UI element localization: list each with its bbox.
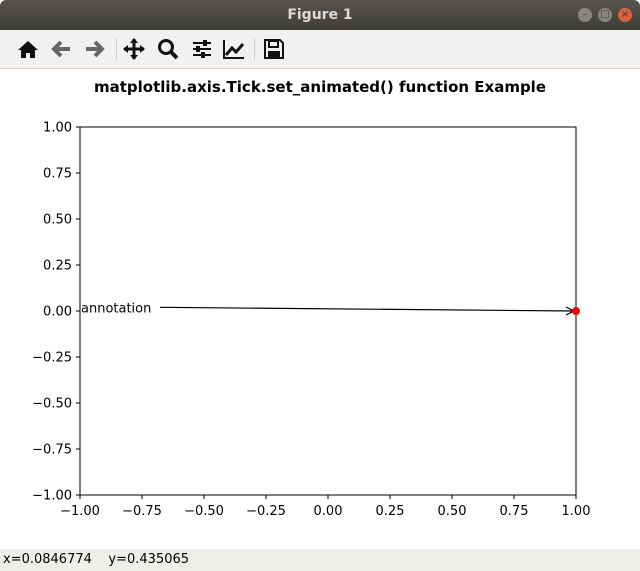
figure-canvas[interactable]: matplotlib.axis.Tick.set_animated() func…	[0, 68, 640, 549]
edit-axis-icon[interactable]	[222, 37, 246, 61]
x-tick-label: −0.50	[184, 504, 224, 519]
maximize-button[interactable]: □	[598, 8, 612, 22]
zoom-icon[interactable]	[156, 37, 180, 61]
chart-title: matplotlib.axis.Tick.set_animated() func…	[94, 78, 546, 96]
x-tick-label: 0.50	[438, 504, 467, 519]
forward-icon[interactable]	[82, 37, 106, 61]
axes: −1.00 −0.75 −0.50 −0.25 0.00 0.25 0.50 0.75 1.00…	[32, 121, 590, 520]
x-tick-label: 1.00	[562, 504, 591, 519]
close-button[interactable]: ×	[618, 8, 632, 22]
home-icon[interactable]	[16, 37, 40, 61]
data-point	[572, 307, 580, 315]
window-titlebar: Figure 1 – □ ×	[0, 0, 640, 30]
annotation-arrow	[159, 306, 575, 312]
configure-subplots-icon[interactable]	[190, 37, 214, 61]
x-tick-label: −1.00	[60, 504, 100, 519]
y-tick-label: 0.50	[43, 213, 72, 228]
y-tick-label: 1.00	[43, 121, 72, 136]
y-tick-label: 0.00	[43, 305, 72, 320]
x-tick-label: −0.75	[122, 504, 162, 519]
pan-icon[interactable]	[122, 37, 146, 61]
y-tick-label: −0.50	[32, 397, 72, 412]
minimize-button[interactable]: –	[578, 8, 592, 22]
back-icon[interactable]	[50, 37, 74, 61]
x-tick-label: 0.25	[376, 504, 405, 519]
x-tick-label: 0.75	[500, 504, 529, 519]
x-tick-label: 0.00	[314, 504, 343, 519]
status-bar: x=0.0846774 y=0.435065	[0, 549, 640, 571]
y-tick-label: 0.25	[43, 259, 72, 274]
y-tick-label: −0.25	[32, 351, 72, 366]
y-tick-label: −0.75	[32, 443, 72, 458]
toolbar	[0, 30, 640, 69]
plot-frame	[79, 126, 577, 496]
y-tick-label: 0.75	[43, 167, 72, 182]
window-title: Figure 1	[287, 7, 353, 23]
x-tick-label: −0.25	[246, 504, 286, 519]
annotation-text: annotation	[81, 301, 151, 316]
cursor-coordinates: x=0.0846774 y=0.435065	[3, 552, 190, 567]
save-icon[interactable]	[262, 37, 286, 61]
y-tick-label: −1.00	[32, 489, 72, 504]
